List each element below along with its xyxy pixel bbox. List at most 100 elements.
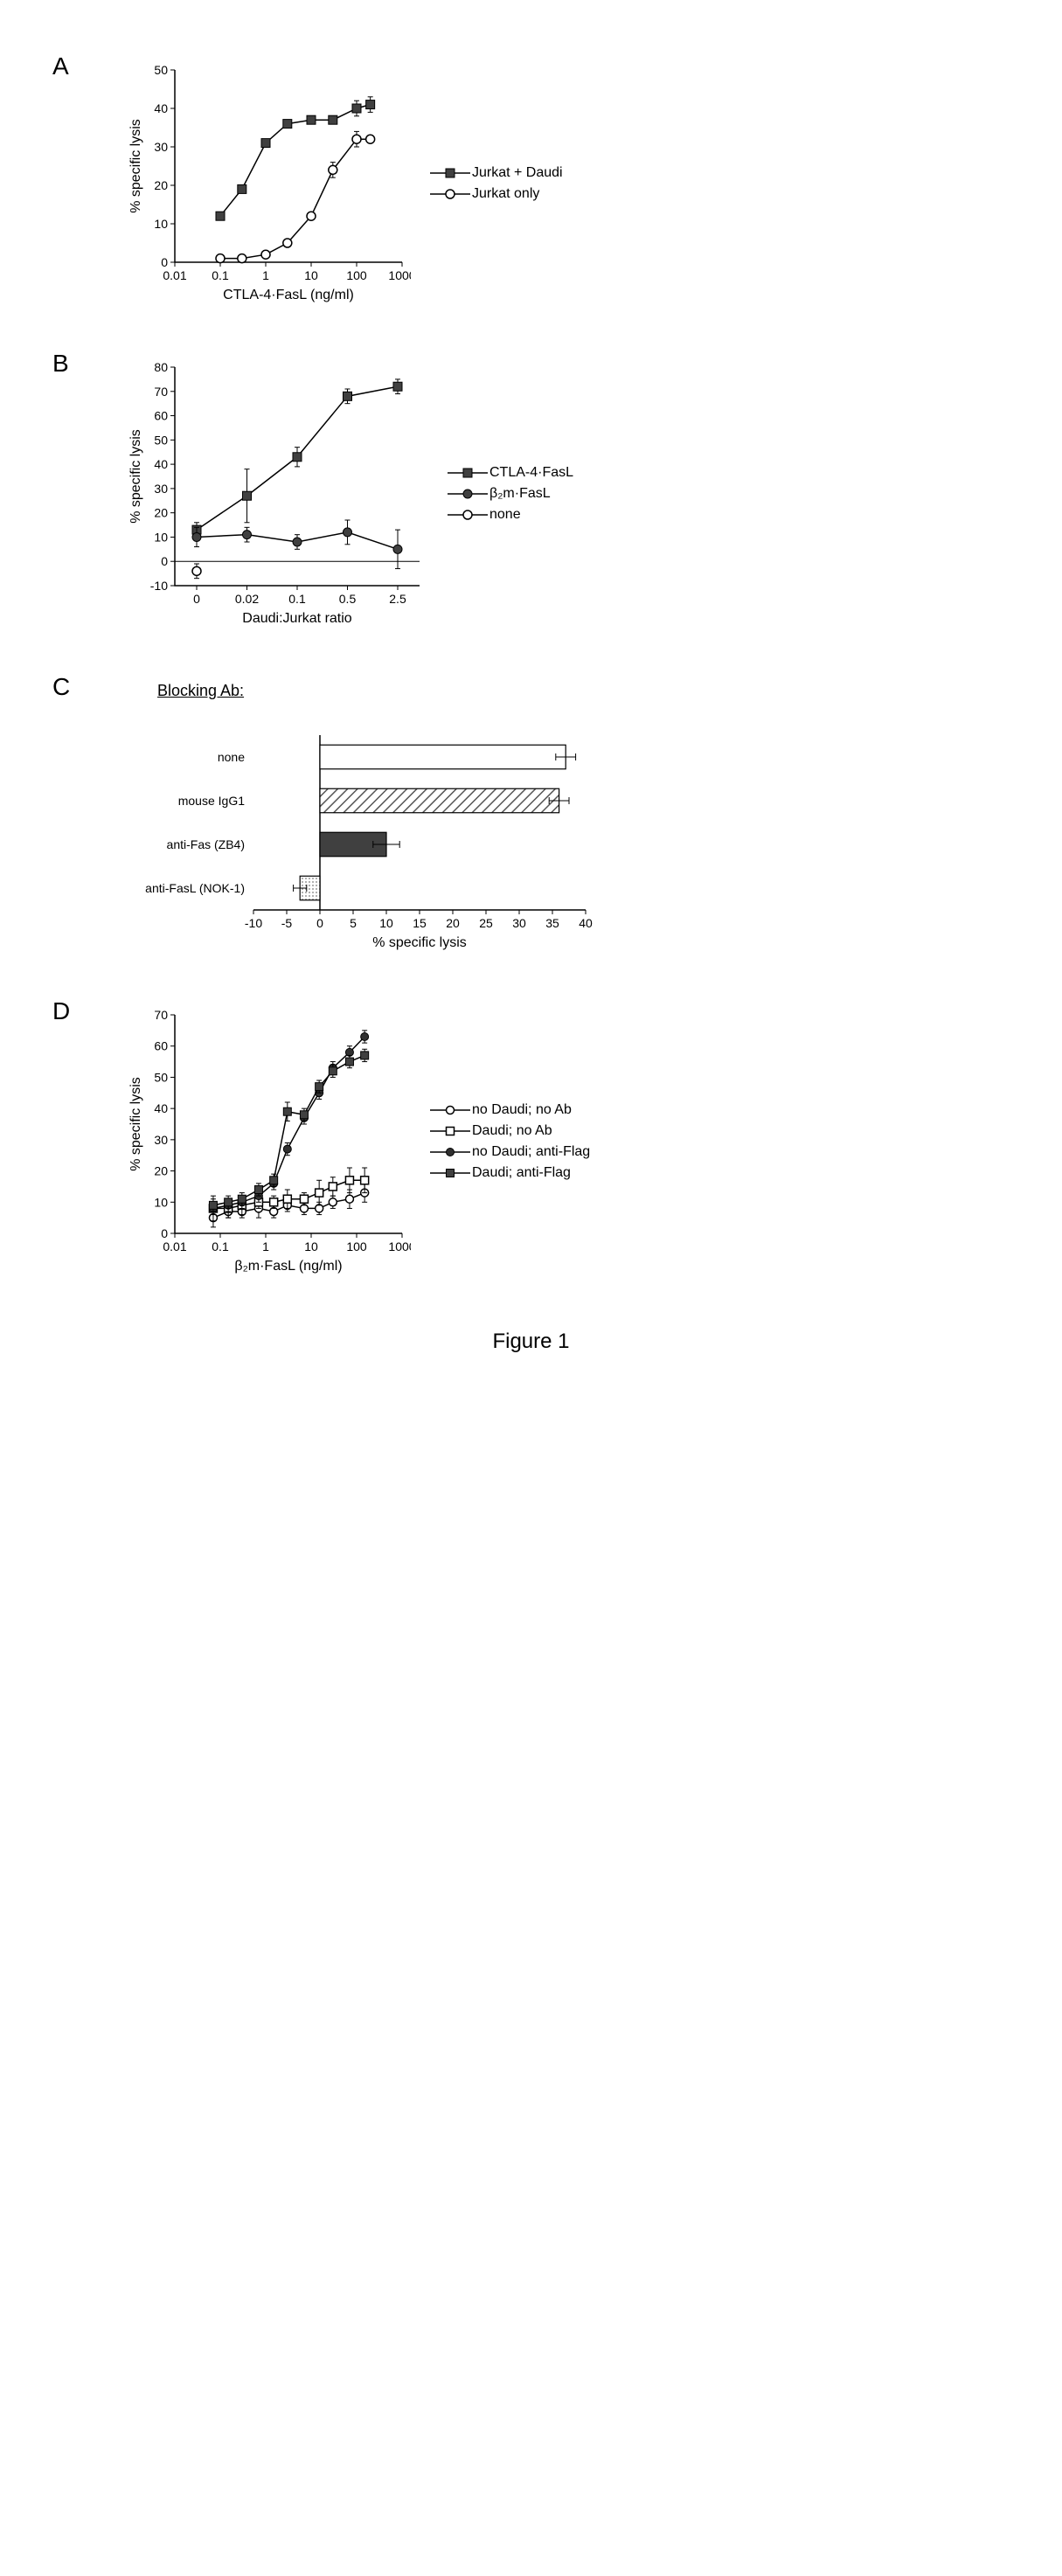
legend-label: Daudi; anti-Flag [472,1165,571,1181]
svg-text:50: 50 [154,63,168,77]
svg-text:30: 30 [154,1133,168,1147]
panel-b-container: -100102030405060708000.020.10.52.5% spec… [122,358,1027,629]
svg-text:anti-Fas (ZB4): anti-Fas (ZB4) [167,837,245,851]
panel-b-chart: -100102030405060708000.020.10.52.5% spec… [122,358,428,629]
legend-item: no Daudi; no Ab [428,1102,590,1118]
svg-text:10: 10 [304,268,318,282]
svg-text:5: 5 [350,916,357,930]
svg-text:10: 10 [154,1195,168,1209]
panel-a-chart: 0 10 20 30 40 50 0.01 0.1 1 10 100 1000 % specific l… [122,61,411,306]
svg-text:10: 10 [304,1239,318,1253]
svg-text:50: 50 [154,1070,168,1084]
svg-text:0: 0 [316,916,323,930]
panel-d-label: D [52,997,70,1025]
svg-text:mouse IgG1: mouse IgG1 [178,794,245,808]
svg-text:% specific lysis: % specific lysis [372,935,467,950]
legend-item: Daudi; no Ab [428,1123,590,1139]
svg-text:25: 25 [479,916,493,930]
panel-c-label: C [52,673,70,701]
svg-text:-10: -10 [245,916,262,930]
svg-text:Daudi:Jurkat ratio: Daudi:Jurkat ratio [242,611,351,626]
svg-text:10: 10 [379,916,393,930]
panel-a-legend: Jurkat + Daudi Jurkat only [428,160,563,207]
svg-text:0: 0 [193,592,200,606]
svg-text:40: 40 [154,457,168,471]
legend-label: Jurkat only [472,186,539,202]
svg-text:2.5: 2.5 [389,592,406,606]
svg-text:60: 60 [154,409,168,423]
svg-text:70: 70 [154,385,168,399]
svg-text:-10: -10 [150,579,168,593]
legend-label: Jurkat + Daudi [472,165,563,181]
svg-text:0.01: 0.01 [163,268,186,282]
panel-d-legend: no Daudi; no Ab Daudi; no Ab no Daudi; ant… [428,1097,590,1186]
svg-text:30: 30 [154,482,168,496]
svg-text:20: 20 [154,1164,168,1178]
panel-b: B -100102030405060708000.020.10.52.5% sp… [35,358,1027,629]
panel-d-container: 0 10 20 30 40 50 60 70 0.01 0.1 1 10 100 1000 % specif… [122,1006,1027,1277]
svg-text:% specific lysis: % specific lysis [128,119,143,213]
panel-c: C Blocking Ab: -10-50510152025303540% sp… [35,682,1027,954]
panel-b-legend: CTLA-4·FasL β₂m·FasL none [446,460,573,528]
panel-c-container: -10 -5 0 5 10 15 20 25 30 35 40 % specific lysis non… [122,726,1027,954]
svg-text:0.1: 0.1 [212,1239,229,1253]
svg-text:15: 15 [413,916,427,930]
svg-text:1000: 1000 [388,1239,411,1253]
svg-text:40: 40 [154,101,168,115]
svg-text:0.01: 0.01 [163,1239,186,1253]
panel-a: A 010203040500.010.11101001000% specific… [35,61,1027,306]
panel-d: D 0102030405060700.010.11101001000% spec… [35,1006,1027,1277]
legend-label: CTLA-4·FasL [489,465,573,481]
svg-text:1: 1 [262,1239,269,1253]
legend-item: CTLA-4·FasL [446,465,573,481]
figure-title: Figure 1 [35,1330,1027,1354]
svg-text:30: 30 [154,140,168,154]
svg-text:-5: -5 [281,916,293,930]
svg-text:0.1: 0.1 [212,268,229,282]
svg-text:0: 0 [161,1226,168,1240]
legend-label: no Daudi; anti-Flag [472,1144,590,1160]
svg-text:none: none [218,750,245,764]
legend-label: none [489,507,521,523]
panel-a-label: A [52,52,69,80]
legend-label: no Daudi; no Ab [472,1102,572,1118]
svg-text:β₂m·FasL (ng/ml): β₂m·FasL (ng/ml) [234,1259,342,1274]
panel-b-label: B [52,350,69,378]
svg-text:0.02: 0.02 [235,592,259,606]
svg-text:60: 60 [154,1039,168,1053]
svg-text:30: 30 [512,916,526,930]
legend-item: Jurkat only [428,186,563,202]
svg-text:20: 20 [154,506,168,520]
panel-c-chart: -10 -5 0 5 10 15 20 25 30 35 40 % specific lysis non… [122,726,603,954]
legend-label: Daudi; no Ab [472,1123,552,1139]
svg-text:0: 0 [161,554,168,568]
svg-text:0.5: 0.5 [339,592,357,606]
svg-text:10: 10 [154,217,168,231]
svg-text:10: 10 [154,530,168,544]
svg-text:1: 1 [262,268,269,282]
legend-item: none [446,507,573,523]
legend-item: Jurkat + Daudi [428,165,563,181]
legend-item: Daudi; anti-Flag [428,1165,590,1181]
panel-c-subtitle: Blocking Ab: [157,682,1027,700]
svg-text:40: 40 [579,916,593,930]
panel-d-chart: 0 10 20 30 40 50 60 70 0.01 0.1 1 10 100 1000 % specif… [122,1006,411,1277]
svg-text:1000: 1000 [388,268,411,282]
svg-text:20: 20 [446,916,460,930]
svg-text:100: 100 [346,1239,367,1253]
legend-label: β₂m·FasL [489,486,551,502]
svg-text:20: 20 [154,178,168,192]
svg-text:0.1: 0.1 [288,592,306,606]
svg-text:anti-FasL (NOK-1): anti-FasL (NOK-1) [145,881,245,895]
svg-text:80: 80 [154,360,168,374]
legend-item: β₂m·FasL [446,486,573,502]
svg-text:CTLA-4·FasL (ng/ml): CTLA-4·FasL (ng/ml) [223,288,354,302]
panel-a-container: 0 10 20 30 40 50 0.01 0.1 1 10 100 1000 % specific l… [122,61,1027,306]
svg-text:% specific lysis: % specific lysis [128,429,143,524]
svg-text:0: 0 [161,255,168,269]
svg-text:35: 35 [545,916,559,930]
svg-text:40: 40 [154,1101,168,1115]
svg-text:% specific lysis: % specific lysis [128,1077,143,1171]
svg-text:70: 70 [154,1008,168,1022]
svg-text:100: 100 [346,268,367,282]
